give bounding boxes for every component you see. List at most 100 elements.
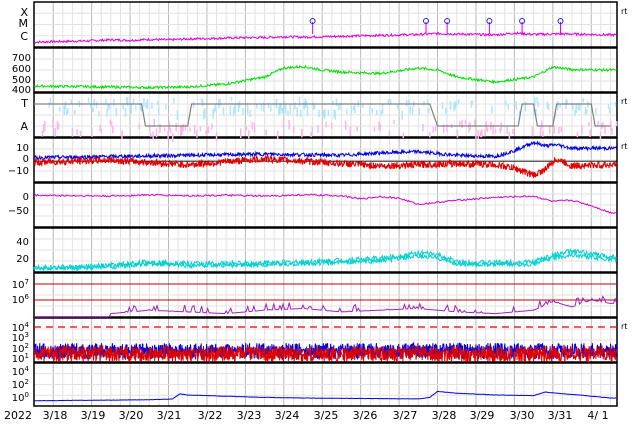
sector-dot	[71, 127, 74, 137]
sector-dot	[455, 101, 458, 106]
sector-dot	[293, 125, 295, 134]
sector-dot	[125, 97, 128, 105]
sector-dot	[99, 124, 101, 132]
sector-dot	[204, 108, 206, 118]
sector-dot	[181, 126, 183, 135]
sector-dot	[441, 102, 444, 110]
sector-dot	[313, 104, 316, 109]
sector-dot	[282, 120, 285, 128]
background-flux-line	[33, 390, 617, 402]
sector-dot	[396, 104, 399, 109]
sector-dot	[572, 103, 574, 111]
sector-dot	[540, 120, 543, 129]
sector-dot	[426, 99, 429, 104]
sector-dot	[108, 103, 111, 110]
sector-dot	[337, 103, 340, 110]
sector-dot	[280, 104, 282, 110]
sector-dot	[65, 110, 68, 116]
x-tick-label: 3/18	[43, 409, 68, 422]
sector-dot	[279, 104, 281, 115]
sector-dot	[215, 132, 218, 142]
sector-dot	[41, 130, 44, 137]
sector-dot	[156, 101, 159, 106]
x-tick-label: 3/31	[548, 409, 573, 422]
sector-dot	[246, 104, 249, 115]
sector-dot	[150, 132, 152, 137]
sector-dot	[397, 103, 400, 110]
sector-dot	[321, 130, 324, 135]
x-tick-label: 3/25	[314, 409, 339, 422]
sector-dot	[332, 100, 334, 105]
sector-dot	[193, 125, 196, 134]
sector-dot	[468, 123, 470, 133]
y-tick-x: X	[20, 6, 28, 19]
sector-dot	[234, 104, 236, 113]
y-tick-10: 10	[16, 143, 29, 154]
sector-dot	[207, 126, 210, 134]
sector-dot	[299, 109, 302, 118]
sector-dot	[418, 108, 421, 115]
sector-dot	[56, 120, 59, 131]
sector-dot	[589, 129, 591, 138]
panel-frame	[33, 92, 618, 138]
sector-dot	[249, 109, 251, 117]
sector-dot	[477, 129, 479, 139]
y-tick-20: 20	[16, 254, 29, 265]
sector-dot	[93, 98, 96, 107]
sector-dot	[143, 97, 145, 108]
sector-dot	[311, 126, 313, 136]
sector-dot	[581, 125, 583, 135]
sector-dot	[49, 97, 52, 104]
sector-dot	[163, 127, 166, 132]
sector-dot	[54, 128, 56, 137]
sector-dot	[256, 104, 258, 109]
sector-dot	[492, 124, 494, 135]
sector-dot	[67, 107, 69, 114]
sector-dot	[409, 106, 411, 114]
right-markers: rt rt rt rt	[621, 7, 627, 331]
sector-dot	[369, 106, 371, 115]
sector-dot	[64, 101, 67, 110]
sector-dot	[456, 129, 459, 138]
sector-dot	[281, 107, 283, 114]
flare-marker	[444, 18, 451, 24]
panel-frame	[33, 227, 618, 273]
sector-dot	[486, 127, 489, 133]
flare-marker	[486, 18, 493, 24]
sector-dot	[393, 119, 395, 124]
sector-dot	[107, 103, 109, 111]
sector-dot	[110, 121, 113, 127]
sector-dot	[182, 124, 184, 132]
y-tick-t: T	[20, 97, 28, 110]
y-tick-1e4-b: 104	[12, 365, 30, 378]
sector-dot	[434, 125, 437, 132]
sector-dot	[205, 130, 207, 135]
x-tick-label: 3/27	[393, 409, 418, 422]
sector-dot	[303, 102, 305, 110]
sector-dot	[233, 107, 235, 117]
x-tick-label: 3/20	[119, 409, 144, 422]
y-tick-400: 400	[12, 85, 31, 96]
chart-panels	[33, 18, 618, 402]
sector-dot	[599, 131, 602, 140]
sector-dot	[269, 105, 272, 112]
electron-flux-line-2	[33, 251, 618, 273]
x-tick-label: 3/21	[157, 409, 182, 422]
x-tick-label: 3/28	[432, 409, 457, 422]
sector-dot	[115, 107, 117, 117]
x-tick-label: 3/26	[353, 409, 378, 422]
rt-marker-3: rt	[621, 142, 627, 151]
xray-flux-line	[33, 31, 617, 44]
y-tick-dst-0: 0	[23, 192, 29, 203]
sector-dot	[362, 103, 364, 109]
sector-dot	[289, 104, 292, 115]
panel-frame	[33, 137, 618, 183]
y-tick-1e0: 100	[12, 391, 29, 404]
sector-dot	[604, 125, 606, 134]
x-year-label: 2022	[4, 409, 32, 422]
sector-dot	[130, 104, 132, 114]
panel-frame	[33, 182, 618, 228]
sector-dot	[422, 123, 424, 132]
sector-dot	[607, 104, 610, 110]
sector-dot	[199, 126, 202, 132]
